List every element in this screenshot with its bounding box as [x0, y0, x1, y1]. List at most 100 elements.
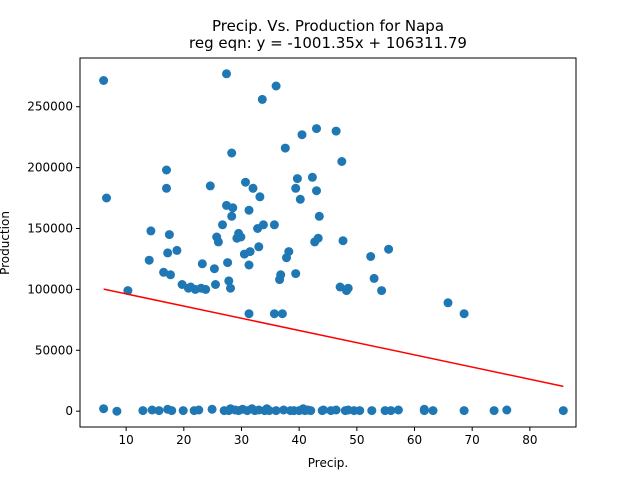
data-point [209, 264, 219, 274]
y-tick-label: 100000 [27, 282, 73, 296]
data-point [123, 286, 133, 296]
data-point [331, 126, 341, 136]
y-axis: 0 50000 100000 150000 200000 250000 [27, 100, 80, 418]
data-point [223, 258, 233, 268]
data-point [207, 404, 217, 414]
regression-line [103, 288, 564, 388]
data-point [254, 242, 264, 252]
y-tick-label: 200000 [27, 161, 73, 175]
data-point [138, 406, 148, 416]
data-point [291, 183, 301, 193]
data-point [226, 283, 235, 293]
data-point [297, 130, 307, 140]
data-point [228, 203, 238, 213]
data-point [271, 406, 281, 416]
data-point [459, 309, 469, 319]
data-point [558, 406, 568, 416]
data-point [313, 233, 323, 243]
x-tick-label: 70 [465, 433, 480, 447]
data-point [162, 183, 171, 193]
data-point [218, 220, 227, 230]
data-point [271, 81, 281, 91]
data-point [236, 232, 246, 242]
data-point [241, 177, 250, 187]
data-point [306, 406, 316, 416]
x-tick-label: 80 [522, 433, 537, 447]
data-point [167, 406, 177, 416]
data-point [244, 260, 254, 270]
data-point [244, 205, 254, 215]
data-point [146, 226, 156, 236]
data-point [279, 405, 289, 415]
data-point [331, 405, 341, 415]
data-point [164, 230, 174, 240]
data-point [211, 280, 220, 289]
data-point [428, 406, 438, 416]
data-point [213, 237, 223, 247]
data-point [154, 406, 164, 416]
x-tick-label: 10 [118, 433, 133, 447]
data-point [147, 405, 157, 415]
data-point [201, 284, 211, 294]
data-point [318, 405, 328, 415]
x-tick-label: 40 [292, 433, 307, 447]
data-point [307, 172, 317, 182]
data-point [264, 406, 274, 416]
data-point [367, 406, 377, 416]
data-point [144, 255, 154, 265]
data-point [312, 186, 321, 196]
data-point [384, 244, 394, 254]
data-point [295, 194, 305, 204]
chart-title: Precip. Vs. Production for Napa [212, 17, 444, 35]
data-point [502, 405, 512, 415]
data-point [393, 405, 403, 415]
data-point [227, 148, 237, 158]
x-axis-label: Precip. [308, 456, 348, 470]
data-point [343, 283, 353, 293]
data-point [337, 157, 347, 166]
chart-subtitle: reg eqn: y = -1001.35x + 106311.79 [189, 34, 467, 52]
plot-frame [79, 57, 577, 428]
data-point [178, 406, 188, 416]
data-point [489, 406, 499, 416]
data-point [366, 252, 376, 261]
data-point [197, 259, 207, 269]
data-point [269, 220, 279, 230]
data-point [377, 286, 387, 296]
y-tick-label: 50000 [35, 343, 73, 357]
x-tick-label: 30 [234, 433, 249, 447]
data-point [369, 273, 379, 283]
y-tick-label: 0 [65, 404, 73, 418]
data-point [99, 76, 109, 85]
data-point [269, 309, 279, 319]
data-point [224, 276, 234, 286]
data-point [244, 309, 254, 319]
data-point [284, 247, 294, 257]
data-point [338, 236, 348, 246]
data-point [102, 193, 111, 203]
data-point [258, 220, 268, 230]
data-point [248, 183, 258, 193]
x-tick-label: 20 [176, 433, 191, 447]
data-point [277, 309, 287, 319]
data-point [163, 248, 173, 258]
data-point [227, 211, 237, 221]
data-point [255, 192, 265, 202]
data-point [291, 269, 301, 279]
plot-area [99, 69, 568, 416]
data-point [280, 143, 290, 153]
data-point [276, 270, 286, 280]
data-point [386, 406, 396, 416]
data-point [159, 267, 169, 277]
data-point [222, 69, 231, 79]
data-point [162, 165, 171, 175]
data-point [355, 406, 365, 416]
data-point [292, 174, 302, 184]
data-point [443, 298, 453, 308]
data-point [312, 124, 321, 134]
data-point [459, 406, 469, 416]
x-axis: 10 20 30 40 50 60 70 80 [118, 427, 538, 447]
x-tick-label: 60 [407, 433, 422, 447]
y-axis-label: Production [0, 211, 12, 275]
